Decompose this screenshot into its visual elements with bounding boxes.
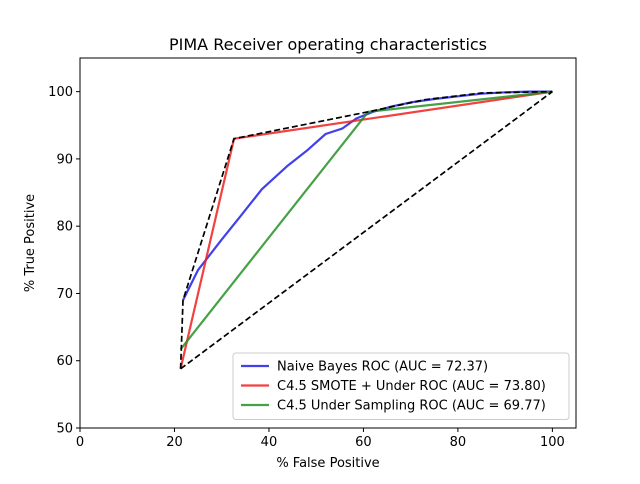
legend: Naive Bayes ROC (AUC = 72.37) C4.5 SMOTE … — [232, 352, 570, 420]
x-tick-label: 40 — [261, 435, 278, 450]
x-tick-label: 0 — [76, 435, 84, 450]
y-tick-label: 80 — [56, 220, 73, 235]
x-tick-label: 60 — [355, 435, 372, 450]
legend-label: C4.5 Under Sampling ROC (AUC = 69.77) — [277, 399, 546, 414]
chart-title: PIMA Receiver operating characteristics — [169, 35, 487, 54]
y-tick-label: 60 — [56, 354, 73, 369]
y-tick-label: 90 — [56, 152, 73, 167]
dashed-reference-line — [179, 90, 553, 369]
y-tick-label: 50 — [56, 422, 73, 437]
x-axis-label: % False Positive — [276, 456, 379, 471]
legend-label: C4.5 SMOTE + Under ROC (AUC = 73.80) — [277, 379, 546, 394]
y-axis-label: % True Positive — [23, 194, 38, 292]
dashed-reference-line — [180, 90, 553, 370]
y-tick-label: 70 — [56, 287, 73, 302]
x-tick-label: 80 — [450, 435, 467, 450]
x-tick-label: 20 — [166, 435, 183, 450]
x-tick-label: 100 — [540, 435, 565, 450]
legend-box — [232, 352, 570, 420]
series-line-0 — [182, 90, 553, 301]
legend-label: Naive Bayes ROC (AUC = 72.37) — [277, 360, 488, 375]
axes-frame — [79, 57, 577, 429]
y-tick-label: 100 — [48, 85, 73, 100]
series-line-1 — [179, 90, 553, 370]
